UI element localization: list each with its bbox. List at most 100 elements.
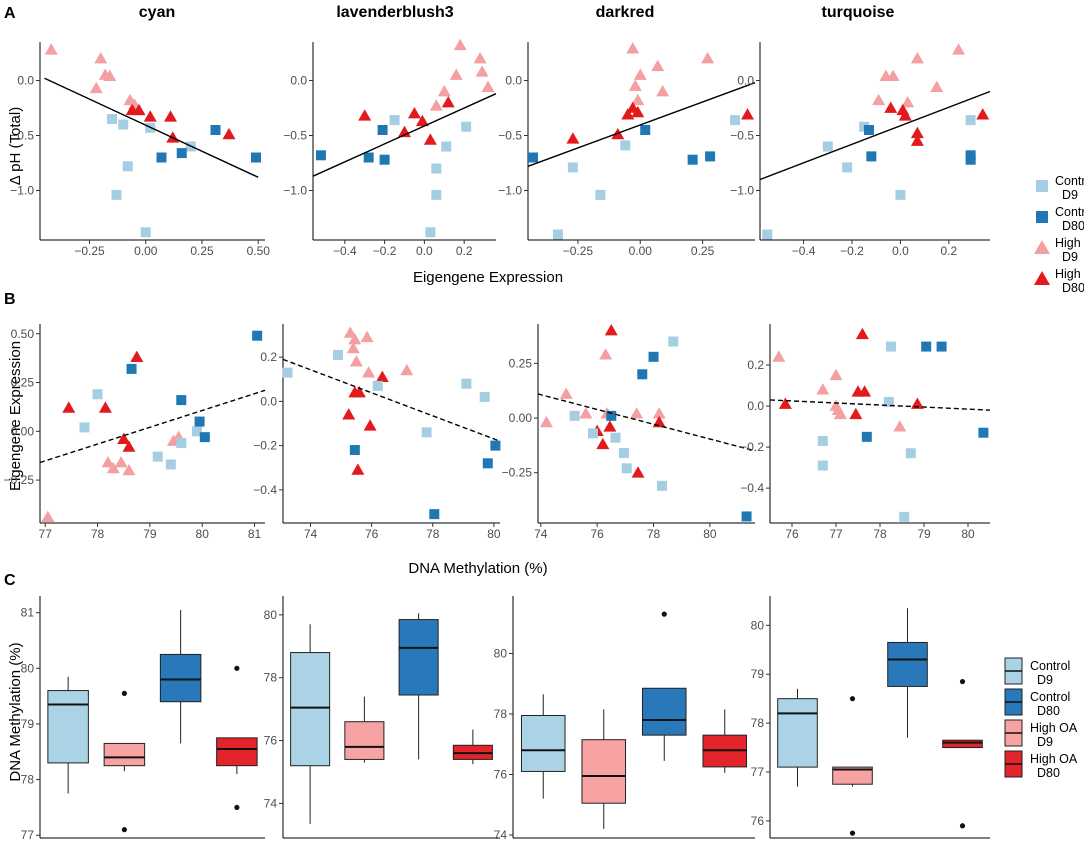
module-title-turquoise: turquoise [822,4,895,21]
row-b-lavenderblush3-point-control-d80 [429,509,440,520]
row-a-darkred-point-highoa-d9 [626,42,640,54]
row-b-cyan-point-control-d9 [79,422,90,433]
row-a-cyan-x-tick-label: 0.25 [190,244,214,258]
row-b-darkred-point-highoa-d9 [579,407,593,419]
row-a-darkred-point-control-d9 [552,229,563,240]
row-a-darkred-point-highoa-d9 [633,68,647,80]
row-a-lavenderblush3-point-control-d80 [315,150,326,161]
row-a-cyan-point-highoa-d80 [132,103,146,116]
row-a-turquoise-x-tick-label: 0.2 [940,244,957,258]
row-b-lavenderblush3-point-highoa-d9 [400,363,414,376]
row-c-lavenderblush3-y-tick-label: 74 [264,796,278,810]
row-c-lavenderblush3-y-tick-label: 80 [264,608,278,622]
row-c-turquoise-y-tick-label: 76 [751,814,765,828]
row-a-darkred-y-tick-label: −0.5 [498,129,522,143]
row-b-turquoise-point-highoa-d80 [778,397,792,409]
row-b-turquoise-point-control-d80 [936,341,947,352]
row-b-cyan-regression-line [39,389,266,464]
row-a-turquoise-point-control-d9 [895,189,906,200]
row-b-lavenderblush3-point-highoa-d80 [375,370,389,382]
row-a-turquoise-point-highoa-d80 [884,101,898,113]
row-b-lavenderblush3-point-highoa-d9 [346,341,360,354]
legend-scatter-key-control-d80 [1036,211,1048,223]
row-b-turquoise-x-tick-label: 76 [785,527,799,541]
row-a-lavenderblush3-point-highoa-d9 [473,52,487,64]
row-c-turquoise-box-highoa-d9-outlier [849,830,856,836]
row-a-cyan-point-control-d80 [210,125,221,135]
legend-box-label-line1: Control [1030,659,1070,673]
row-b-turquoise-x-tick-label: 77 [829,527,843,541]
row-b-cyan-point-highoa-d9 [106,461,120,474]
legend-box-label-line2: D9 [1037,735,1053,749]
legend-box-label-line2: D80 [1037,704,1060,718]
row-a-darkred-point-highoa-d9 [631,93,645,106]
row-c-cyan-box-highoa-d9 [103,742,146,767]
row-b-lavenderblush3-point-control-d9 [479,391,490,402]
row-a-darkred-x-tick-label: −0.25 [563,244,594,258]
row-a-turquoise-y-tick-label: −0.5 [730,129,754,143]
row-b-cyan-point-highoa-d9 [101,456,115,468]
legend-scatter-label-line1: High OA [1055,236,1084,250]
row-c-cyan-box-highoa-d80-outlier [234,804,240,811]
row-a-turquoise-point-control-d80 [863,125,874,135]
row-b-darkred-point-control-d80 [606,410,617,421]
row-a-turquoise-point-highoa-d9 [952,43,966,55]
row-b-cyan-x-tick-label: 78 [91,527,105,541]
row-b-darkred-x-tick-label: 80 [703,527,717,541]
row-c-lavenderblush3-box-control-d80 [398,619,439,696]
row-c-turquoise-y-tick-label: 78 [751,716,765,730]
row-c-turquoise-box-control-d80 [887,641,928,687]
row-a-y-title: Δ pH (Total) [7,107,24,185]
row-a-darkred-y-tick-label: −1.0 [498,184,522,198]
row-c-lavenderblush3-y-tick-label: 76 [264,734,278,748]
row-a-lavenderblush3-point-highoa-d9 [481,80,495,92]
row-a-lavenderblush3-point-control-d80 [379,154,390,165]
row-a-lavenderblush3-point-highoa-d80 [415,114,429,127]
row-a-darkred-point-highoa-d80 [631,105,645,118]
row-a-lavenderblush3-point-highoa-d9 [453,38,467,51]
row-b-lavenderblush3-point-highoa-d80 [352,386,366,398]
row-a-turquoise-point-control-d9 [822,141,833,152]
row-a-darkred-point-highoa-d9 [628,79,642,91]
row-b-darkred-point-highoa-d9 [599,348,613,360]
row-b-darkred-point-highoa-d80 [603,420,617,432]
row-a-darkred-point-control-d80 [640,125,651,135]
row-b-darkred-point-control-d80 [637,369,648,380]
row-c-lavenderblush3-y-tick-label: 78 [264,671,278,685]
row-a-darkred-x-tick-label: 0.00 [629,244,653,258]
row-c-cyan-y-tick-label: 79 [21,717,35,731]
row-b-turquoise-point-highoa-d80 [858,385,872,397]
row-c-darkred-y-tick-label: 78 [494,707,508,721]
row-b-turquoise-x-tick-label: 79 [917,527,931,541]
row-c-turquoise-box-highoa-d80-outlier [959,678,966,685]
row-b-darkred-point-control-d9 [621,463,632,474]
row-a-lavenderblush3-y-tick-label: −1.0 [283,184,307,198]
row-b-lavenderblush3-point-highoa-d80 [342,408,356,420]
row-c-cyan-y-tick-label: 77 [21,828,35,841]
row-b-lavenderblush3-point-highoa-d9 [343,326,357,338]
row-b-lavenderblush3-point-control-d9 [333,349,344,360]
row-b-darkred-x-tick-label: 78 [647,527,661,541]
row-b-cyan-point-highoa-d9 [114,456,128,468]
row-a-turquoise-point-highoa-d9 [930,80,944,92]
row-b-turquoise-point-highoa-d80 [855,327,869,340]
row-b-lavenderblush3-y-tick-label: 0.0 [260,394,277,408]
row-b-cyan-x-tick-label: 81 [248,527,262,541]
row-a-lavenderblush3-y-tick-label: 0.0 [290,74,307,88]
row-a-lavenderblush3-point-control-d80 [363,152,374,163]
row-a-lavenderblush3-point-control-d9 [431,163,442,174]
row-b-darkred-y-tick-label: −0.25 [502,466,533,480]
row-a-turquoise-point-highoa-d9 [910,52,924,64]
row-a-cyan-x-tick-label: −0.25 [74,244,105,258]
row-b-lavenderblush3-y-tick-label: −0.4 [253,483,277,497]
row-a-turquoise-y-tick-label: 0.0 [737,74,754,88]
row-b-turquoise-point-control-d9 [899,511,910,522]
row-a-cyan-y-tick-label: 0.0 [17,74,34,88]
row-b-turquoise-point-control-d80 [921,341,932,352]
row-c-cyan-y-tick-label: 78 [21,773,35,787]
row-b-turquoise-point-highoa-d9 [772,350,786,362]
row-a-turquoise-point-control-d9 [762,229,773,240]
